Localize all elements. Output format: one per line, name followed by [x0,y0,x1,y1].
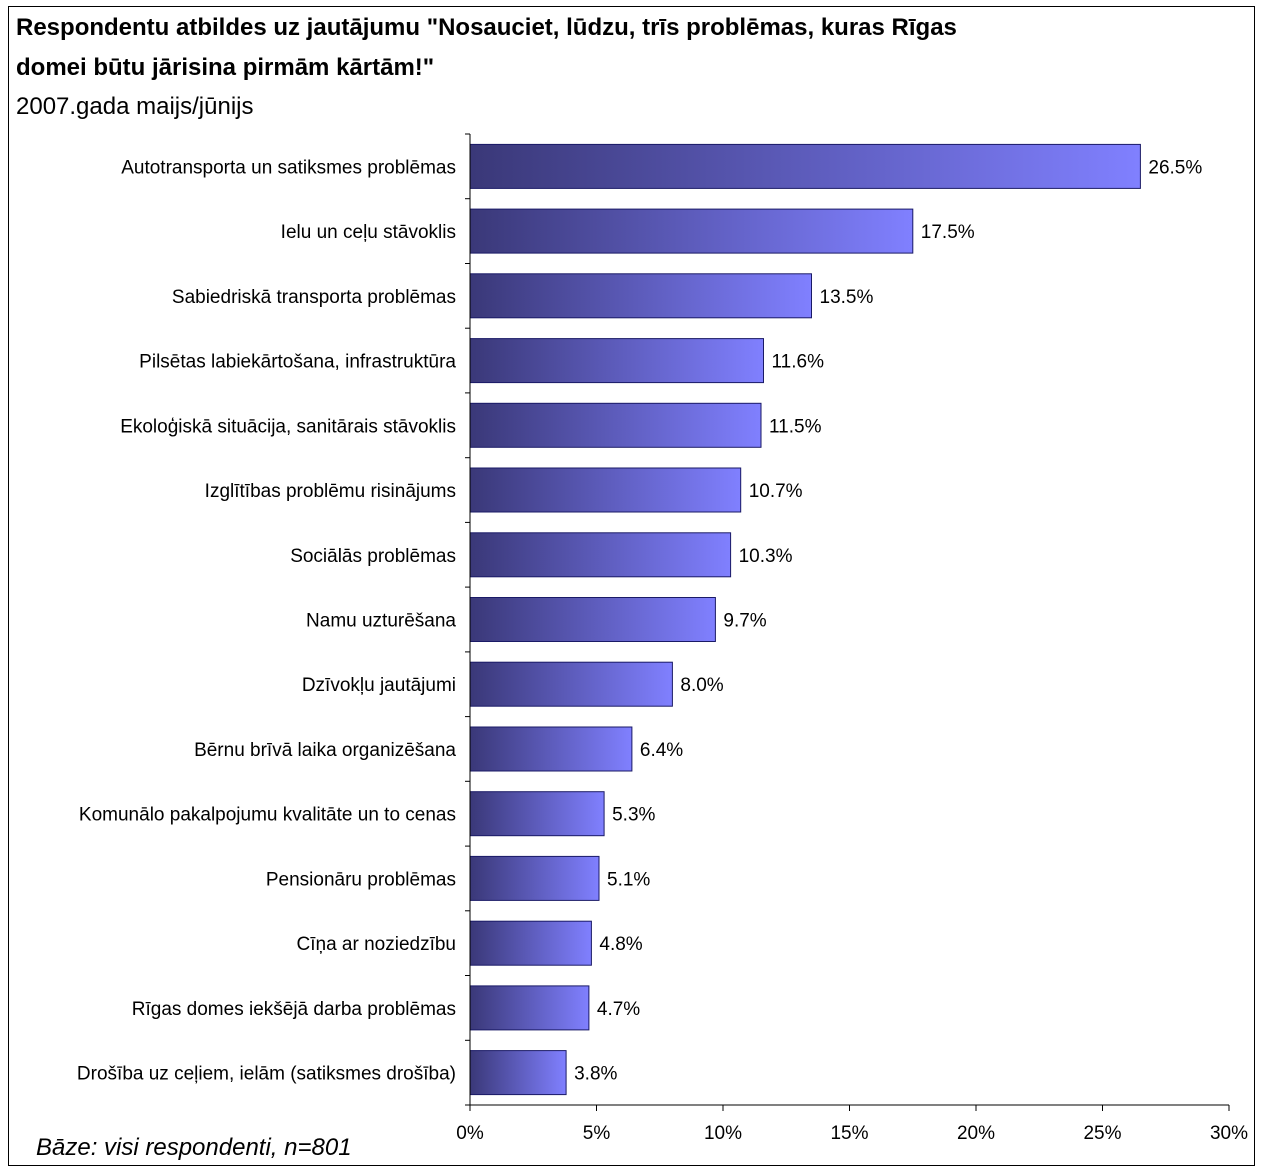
bar [469,661,673,707]
bar [469,1050,567,1096]
value-label: 4.7% [597,999,640,1020]
bar [469,402,762,448]
value-label: 5.1% [607,869,650,890]
category-label: Ekoloģiskā situācija, sanitārais stāvokl… [120,416,456,437]
category-label: Autotransporta un satiksmes problēmas [121,157,456,178]
chart-title-line-1: Respondentu atbildes uz jautājumu "Nosau… [16,14,957,41]
value-label: 9.7% [723,611,766,632]
category-label: Pilsētas labiekārtošana, infrastruktūra [139,352,456,373]
category-label: Cīņa ar noziedzību [297,934,457,955]
category-label: Pensionāru problēmas [266,869,456,890]
value-label: 26.5% [1148,157,1202,178]
value-label: 3.8% [574,1064,617,1085]
category-label: Dzīvokļu jautājumi [302,675,456,696]
bar [469,855,600,901]
category-label: Izglītības problēmu risinājums [205,481,456,502]
x-tick-label: 15% [830,1123,868,1144]
bar [469,273,812,319]
category-label: Komunālo pakalpojumu kvalitāte un to cen… [79,805,456,826]
chart-frame [8,6,1255,1166]
value-label: 17.5% [921,222,975,243]
chart-title-line-2: domei būtu jārisina pirmām kārtām!" [16,54,435,81]
chart-subtitle: 2007.gada maijs/jūnijs [16,93,254,120]
bar [469,920,592,966]
category-label: Ielu un ceļu stāvoklis [281,222,456,243]
value-label: 6.4% [640,740,683,761]
bar [469,597,716,642]
x-tick-label: 10% [704,1123,742,1144]
category-label: Sabiedriskā transporta problēmas [172,287,456,308]
x-tick-label: 20% [957,1123,995,1144]
x-tick-label: 30% [1210,1123,1248,1144]
bar [469,208,914,254]
bar [469,985,590,1031]
value-label: 8.0% [680,675,723,696]
value-label: 11.6% [772,352,825,373]
value-label: 10.3% [739,546,793,567]
value-label: 10.7% [749,481,803,502]
bar [469,143,1141,189]
base-footnote: Bāze: visi respondenti, n=801 [36,1134,352,1161]
bars-layer [469,143,1141,1096]
category-label: Drošība uz ceļiem, ielām (satiksmes droš… [77,1064,456,1085]
x-tick-label: 25% [1083,1123,1121,1144]
category-label: Namu uzturēšana [306,611,456,632]
bar [469,726,633,772]
x-tick-label: 0% [456,1123,484,1144]
labels-layer: Autotransporta un satiksmes problēmas 26.… [77,157,1248,1144]
value-label: 11.5% [769,416,822,437]
axes-layer [465,133,1230,1111]
category-label: Rīgas domes iekšējā darba problēmas [132,999,456,1020]
category-label: Bērnu brīvā laika organizēšana [194,740,456,761]
value-label: 5.3% [612,805,655,826]
category-label: Sociālās problēmas [290,546,456,567]
bar [469,791,605,837]
bar [469,532,732,578]
value-label: 13.5% [820,287,874,308]
x-tick-label: 5% [583,1123,611,1144]
bar [469,338,764,384]
value-label: 4.8% [599,934,642,955]
bar [469,467,742,513]
